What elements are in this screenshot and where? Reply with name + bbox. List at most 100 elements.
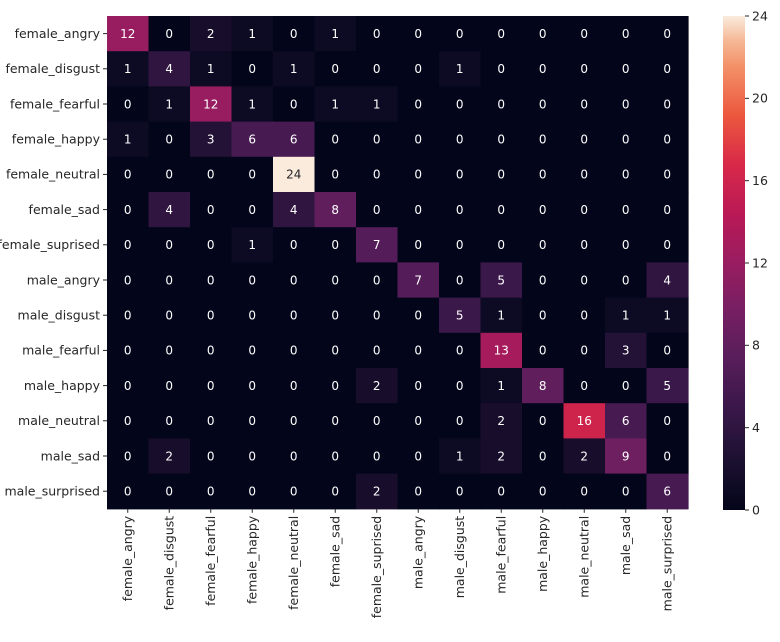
y-tick-label: female_angry bbox=[15, 26, 101, 41]
heatmap-cell bbox=[356, 403, 399, 439]
cell-value-label: 1 bbox=[165, 97, 173, 111]
heatmap-cell bbox=[314, 297, 357, 334]
cell-value-label: 0 bbox=[207, 485, 215, 499]
cell-value-label: 1 bbox=[248, 238, 256, 252]
cell-value-label: 0 bbox=[373, 133, 381, 147]
cell-value-label: 0 bbox=[663, 62, 671, 76]
heatmap-cell bbox=[605, 227, 648, 263]
cell-value-label: 0 bbox=[539, 168, 547, 182]
x-tick-label: female_happy bbox=[245, 515, 260, 604]
cell-value-label: 0 bbox=[331, 344, 339, 358]
heatmap-cell bbox=[231, 473, 274, 510]
cell-value-label: 0 bbox=[580, 238, 588, 252]
cell-value-label: 2 bbox=[207, 27, 215, 41]
cell-value-label: 0 bbox=[580, 485, 588, 499]
heatmap-cell bbox=[314, 86, 357, 123]
heatmap-cell bbox=[356, 368, 399, 404]
heatmap-cell bbox=[522, 156, 565, 193]
heatmap-cell bbox=[273, 368, 316, 404]
y-tick-label: male_angry bbox=[27, 272, 101, 287]
heatmap-cell bbox=[231, 16, 274, 52]
cell-value-label: 6 bbox=[248, 133, 256, 147]
heatmap-cell bbox=[231, 297, 274, 334]
heatmap-cell bbox=[314, 227, 357, 263]
heatmap-cell bbox=[107, 332, 150, 369]
heatmap-cell bbox=[148, 297, 191, 334]
cell-value-label: 0 bbox=[580, 309, 588, 323]
heatmap-cell bbox=[605, 121, 648, 158]
cell-value-label: 0 bbox=[124, 97, 132, 111]
cell-value-label: 7 bbox=[373, 238, 381, 252]
heatmap-cell bbox=[190, 192, 233, 228]
heatmap-cell bbox=[522, 121, 565, 158]
cell-value-label: 0 bbox=[663, 203, 671, 217]
x-tick-label: female_fearful bbox=[203, 516, 218, 606]
heatmap-cell bbox=[522, 403, 565, 439]
cell-value-label: 0 bbox=[373, 449, 381, 463]
heatmap-cell bbox=[480, 262, 523, 299]
heatmap-cell bbox=[439, 262, 482, 299]
cell-value-label: 4 bbox=[165, 203, 173, 217]
cell-value-label: 1 bbox=[663, 309, 671, 323]
cell-value-label: 2 bbox=[497, 414, 505, 428]
cell-value-label: 0 bbox=[497, 203, 505, 217]
cell-value-label: 0 bbox=[663, 133, 671, 147]
heatmap-cell bbox=[148, 121, 191, 158]
heatmap-cell bbox=[148, 262, 191, 299]
heatmap-cell bbox=[273, 121, 316, 158]
heatmap-cell bbox=[356, 332, 399, 369]
cell-value-label: 0 bbox=[290, 379, 298, 393]
cell-value-label: 0 bbox=[290, 238, 298, 252]
heatmap-cell bbox=[190, 51, 233, 87]
heatmap-cell bbox=[480, 368, 523, 404]
cell-value-label: 0 bbox=[580, 133, 588, 147]
cell-value-label: 0 bbox=[373, 344, 381, 358]
cell-value-label: 0 bbox=[124, 379, 132, 393]
cell-value-label: 0 bbox=[290, 309, 298, 323]
colorbar: 0 4 8 12 16 20 24 bbox=[723, 8, 768, 517]
cell-value-label: 0 bbox=[414, 27, 422, 41]
cell-value-label: 1 bbox=[373, 97, 381, 111]
heatmap-cell bbox=[231, 86, 274, 123]
cell-value-label: 6 bbox=[622, 414, 630, 428]
heatmap-cell bbox=[314, 51, 357, 87]
cell-value-label: 0 bbox=[456, 414, 464, 428]
cell-value-label: 4 bbox=[165, 62, 173, 76]
heatmap-cell bbox=[107, 227, 150, 263]
cell-value-label: 5 bbox=[497, 273, 505, 287]
cell-value-label: 1 bbox=[456, 62, 464, 76]
heatmap-cell bbox=[439, 403, 482, 439]
cell-value-label: 0 bbox=[248, 203, 256, 217]
cell-value-label: 0 bbox=[414, 414, 422, 428]
cell-value-label: 0 bbox=[497, 97, 505, 111]
heatmap-cell bbox=[646, 192, 689, 228]
cell-value-label: 2 bbox=[165, 449, 173, 463]
heatmap-cell bbox=[397, 156, 440, 193]
heatmap-cell bbox=[605, 403, 648, 439]
heatmap-cell bbox=[646, 121, 689, 158]
cell-value-label: 0 bbox=[207, 309, 215, 323]
cell-value-label: 2 bbox=[373, 379, 381, 393]
heatmap-cell bbox=[439, 51, 482, 87]
heatmap-cell bbox=[190, 438, 233, 475]
cell-value-label: 3 bbox=[622, 344, 630, 358]
heatmap-cell bbox=[231, 51, 274, 87]
heatmap-cell bbox=[522, 86, 565, 123]
heatmap-cell bbox=[397, 121, 440, 158]
heatmap-cell bbox=[314, 332, 357, 369]
heatmap-cell bbox=[107, 121, 150, 158]
heatmap-cell bbox=[439, 156, 482, 193]
heatmap-cell bbox=[439, 473, 482, 510]
cell-value-label: 0 bbox=[331, 62, 339, 76]
colorbar-tick-label: 4 bbox=[752, 420, 760, 435]
cell-value-label: 0 bbox=[207, 273, 215, 287]
heatmap-cell bbox=[314, 368, 357, 404]
cell-value-label: 0 bbox=[331, 414, 339, 428]
heatmap-cell bbox=[605, 332, 648, 369]
heatmap-cell bbox=[148, 368, 191, 404]
cell-value-label: 0 bbox=[539, 273, 547, 287]
colorbar-tick-label: 16 bbox=[752, 173, 768, 188]
cell-value-label: 5 bbox=[663, 379, 671, 393]
heatmap-cell bbox=[605, 16, 648, 52]
cell-value-label: 0 bbox=[497, 133, 505, 147]
